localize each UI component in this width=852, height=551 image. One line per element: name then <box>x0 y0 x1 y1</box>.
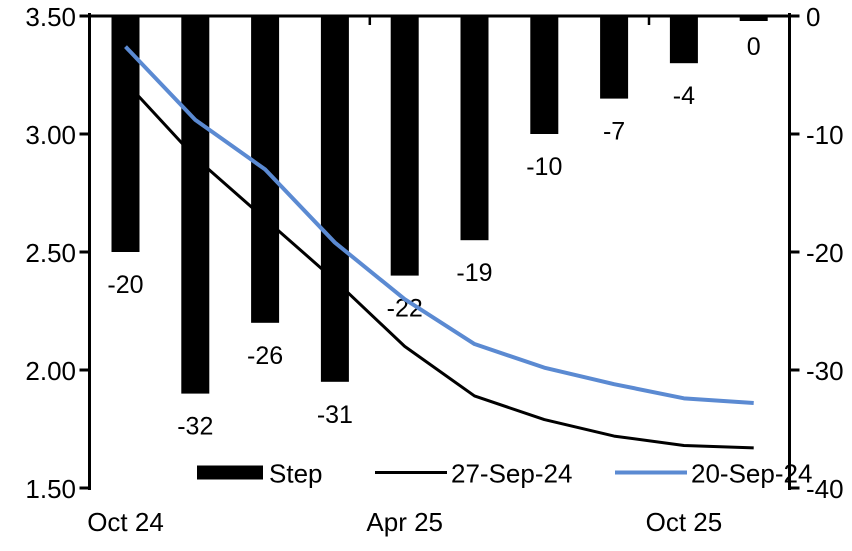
step-bar <box>739 16 768 21</box>
step-bar <box>530 16 559 134</box>
left-axis-tick-label: 3.00 <box>25 120 76 150</box>
legend-item-20-sep-24: 20-Sep-24 <box>615 459 812 489</box>
right-axis-tick-label: -40 <box>806 474 844 504</box>
bar-value-label: -19 <box>456 259 492 287</box>
legend-item-step: Step <box>197 459 323 489</box>
line-27-sep-24 <box>124 81 754 450</box>
bar-value-label: -26 <box>247 342 283 370</box>
bar-value-label: -31 <box>317 401 353 429</box>
line-20-sep-24 <box>124 45 754 406</box>
right-axis-tick-label: -20 <box>806 238 844 268</box>
left-axis-tick-label: 2.00 <box>25 356 76 386</box>
bar-value-label: -20 <box>107 271 143 299</box>
step-bar <box>600 16 629 99</box>
legend-label: 20-Sep-24 <box>691 459 812 489</box>
x-axis-label: Oct 24 <box>87 507 164 537</box>
step-bar <box>111 16 140 252</box>
legend-label: Step <box>269 459 323 489</box>
x-axis-label: Oct 25 <box>646 507 723 537</box>
legend-bar-swatch <box>197 465 263 480</box>
left-axis-tick-label: 3.50 <box>25 2 76 32</box>
step-bar <box>669 16 698 64</box>
left-axis-tick-label: 1.50 <box>25 474 76 504</box>
left-axis-tick-label: 2.50 <box>25 238 76 268</box>
bar-value-label: -4 <box>673 82 695 110</box>
right-axis-tick-label: -10 <box>806 120 844 150</box>
bar-value-label: -7 <box>603 118 625 146</box>
step-bar <box>320 16 349 382</box>
x-axis-label: Apr 25 <box>366 507 443 537</box>
step-bar <box>390 16 419 276</box>
right-axis-tick-label: -30 <box>806 356 844 386</box>
right-axis-tick-label: 0 <box>806 2 820 32</box>
legend-item-27-sep-24: 27-Sep-24 <box>375 459 572 489</box>
legend-label: 27-Sep-24 <box>451 459 572 489</box>
step-bar <box>460 16 489 241</box>
bar-value-label: -10 <box>526 153 562 181</box>
bar-value-label: -32 <box>177 413 213 441</box>
step-bar <box>181 16 210 394</box>
bar-value-label: 0 <box>747 33 761 61</box>
